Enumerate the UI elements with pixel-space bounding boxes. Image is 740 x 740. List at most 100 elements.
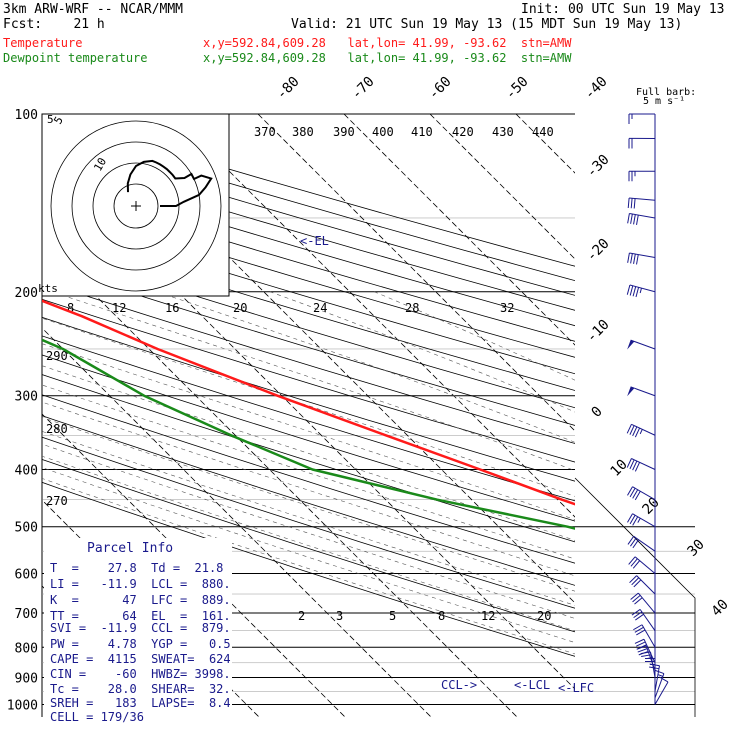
pressure-label-100: 100 [15,108,38,123]
moist-adiabat-32 [269,291,575,413]
moist-adiabat-36 [374,291,575,381]
isotherm-label--50: -50 [503,74,532,103]
wind-barb-250 [627,339,656,350]
dry-adiabat-310 [42,354,575,522]
wind-barb-staff [632,486,656,501]
wind-barb-staff [654,665,660,692]
wind-barb-staff [630,386,656,397]
theta-label-430: 430 [492,125,514,139]
parcel-row-sreh: SREH = 183 LAPSE= 8.4 [50,696,231,710]
wind-barb-850 [634,638,656,664]
wind-barb-staff [631,458,656,470]
isotherm--40 [42,155,575,690]
parcel-row-tt: TT = 64 EL = 161. [50,609,231,623]
hodograph-speed-28: 28 [405,301,419,315]
wind-barb-125 [628,170,656,182]
moist-adiabat-4 [42,401,575,577]
parcel-row-tc: Tc = 28.0 SHEAR= 32. [50,682,231,696]
model-title: 3km ARW-WRF -- NCAR/MMM [3,2,184,17]
wind-barb-staff [654,681,669,705]
isotherm-label-40: 40 [709,597,732,620]
wind-barb-full [633,579,642,588]
wind-barb-staff [636,575,656,595]
parcel-row-cell: CELL = 179/36 [50,710,144,724]
wind-barb-800 [633,624,656,648]
isotherm-20 [515,114,575,174]
theta-label-390: 390 [333,125,355,139]
parcel-info-title: Parcel Info [87,541,173,556]
isotherm-label--30: -30 [584,152,613,181]
wind-barb-full [637,648,648,653]
theta-label-440: 440 [532,125,554,139]
wind-barb-staff [629,197,656,201]
dry-adiabat-360 [42,264,575,426]
wind-barb-full [629,487,636,498]
hodograph-kts-label: kts [38,282,58,295]
wind-barb-half [639,288,642,294]
isotherm--20 [171,114,575,518]
dry-adiabat-280 [42,415,575,586]
wind-barb-full [627,486,633,496]
wind-barb-full [638,650,649,656]
wind-barb-staff [630,339,656,350]
wind-barb-full [627,197,630,209]
isotherm-label--40: -40 [582,74,611,103]
wind-barb-full [633,611,643,619]
moist-adiabat-8 [42,384,575,560]
isotherm-label--10: -10 [584,317,613,346]
wind-barb-650 [629,575,656,595]
wind-barb-full [629,285,634,296]
wind-barb-staff [643,638,656,664]
parcel-row-t: T = 27.8 Td = 21.8 [50,561,223,575]
isotherm--10 [257,114,575,432]
moist-adiabat-20 [42,317,575,497]
wind-barb-full [631,609,641,616]
isotherm-30 [602,114,740,717]
wind-barb-full [630,558,638,567]
pressure-label-800: 800 [15,641,38,656]
isotherm-label--80: -80 [274,74,303,103]
wind-barb-staff [639,609,656,631]
wind-barb-full [634,427,641,438]
wind-barb-1000 [654,676,669,705]
wind-barb-staff [633,535,656,552]
wind-barb-full [626,424,632,434]
wind-barb-half [637,517,641,523]
wind-barb-staff [632,513,656,528]
wind-barb-staff [637,592,656,614]
wind-barb-750 [631,609,656,631]
wind-barb-full [634,597,643,605]
wind-barb-full [632,460,638,471]
isotherm--110 [0,114,1,717]
barb-legend-line1: Full barb: [636,87,696,98]
wind-barb-full [632,426,638,437]
lcl-marker: <-LCL [514,678,550,692]
dewpoint-curve [42,338,575,530]
parcel-row-cape: CAPE = 4115 SWEAT= 624 [50,652,231,666]
hodograph-ring-3 [50,120,222,292]
mixing-ratio-label-8: 8 [438,609,445,623]
isotherm-label-0: 0 [589,404,606,421]
wind-barb-full [626,284,631,295]
wind-barb-full [632,595,641,603]
parcel-row-cin: CIN = -60 HWBZ= 3998. [50,667,231,681]
wind-barb-175 [627,252,656,265]
dry-adiabat-350 [42,281,575,444]
wind-barb-140 [627,197,656,209]
wind-barb-staff [654,673,665,699]
pressure-label-900: 900 [15,671,38,686]
wind-barb-full [636,629,646,636]
barb-legend-line2: 5 m s⁻¹ [643,96,685,107]
mixing-ratio-2 [675,574,740,718]
wind-barb-full [628,556,636,565]
wind-barb-full [626,458,632,468]
mixing-ratio-label-5: 5 [389,609,396,623]
mixing-ratio-label-3: 3 [336,609,343,623]
wind-barb-full [632,286,637,297]
pressure-label-300: 300 [15,390,38,405]
dry-adiabat-390 [42,215,575,375]
wind-barb-half [639,429,643,435]
wind-barb-full [633,624,643,631]
theta-label-370: 370 [254,125,276,139]
